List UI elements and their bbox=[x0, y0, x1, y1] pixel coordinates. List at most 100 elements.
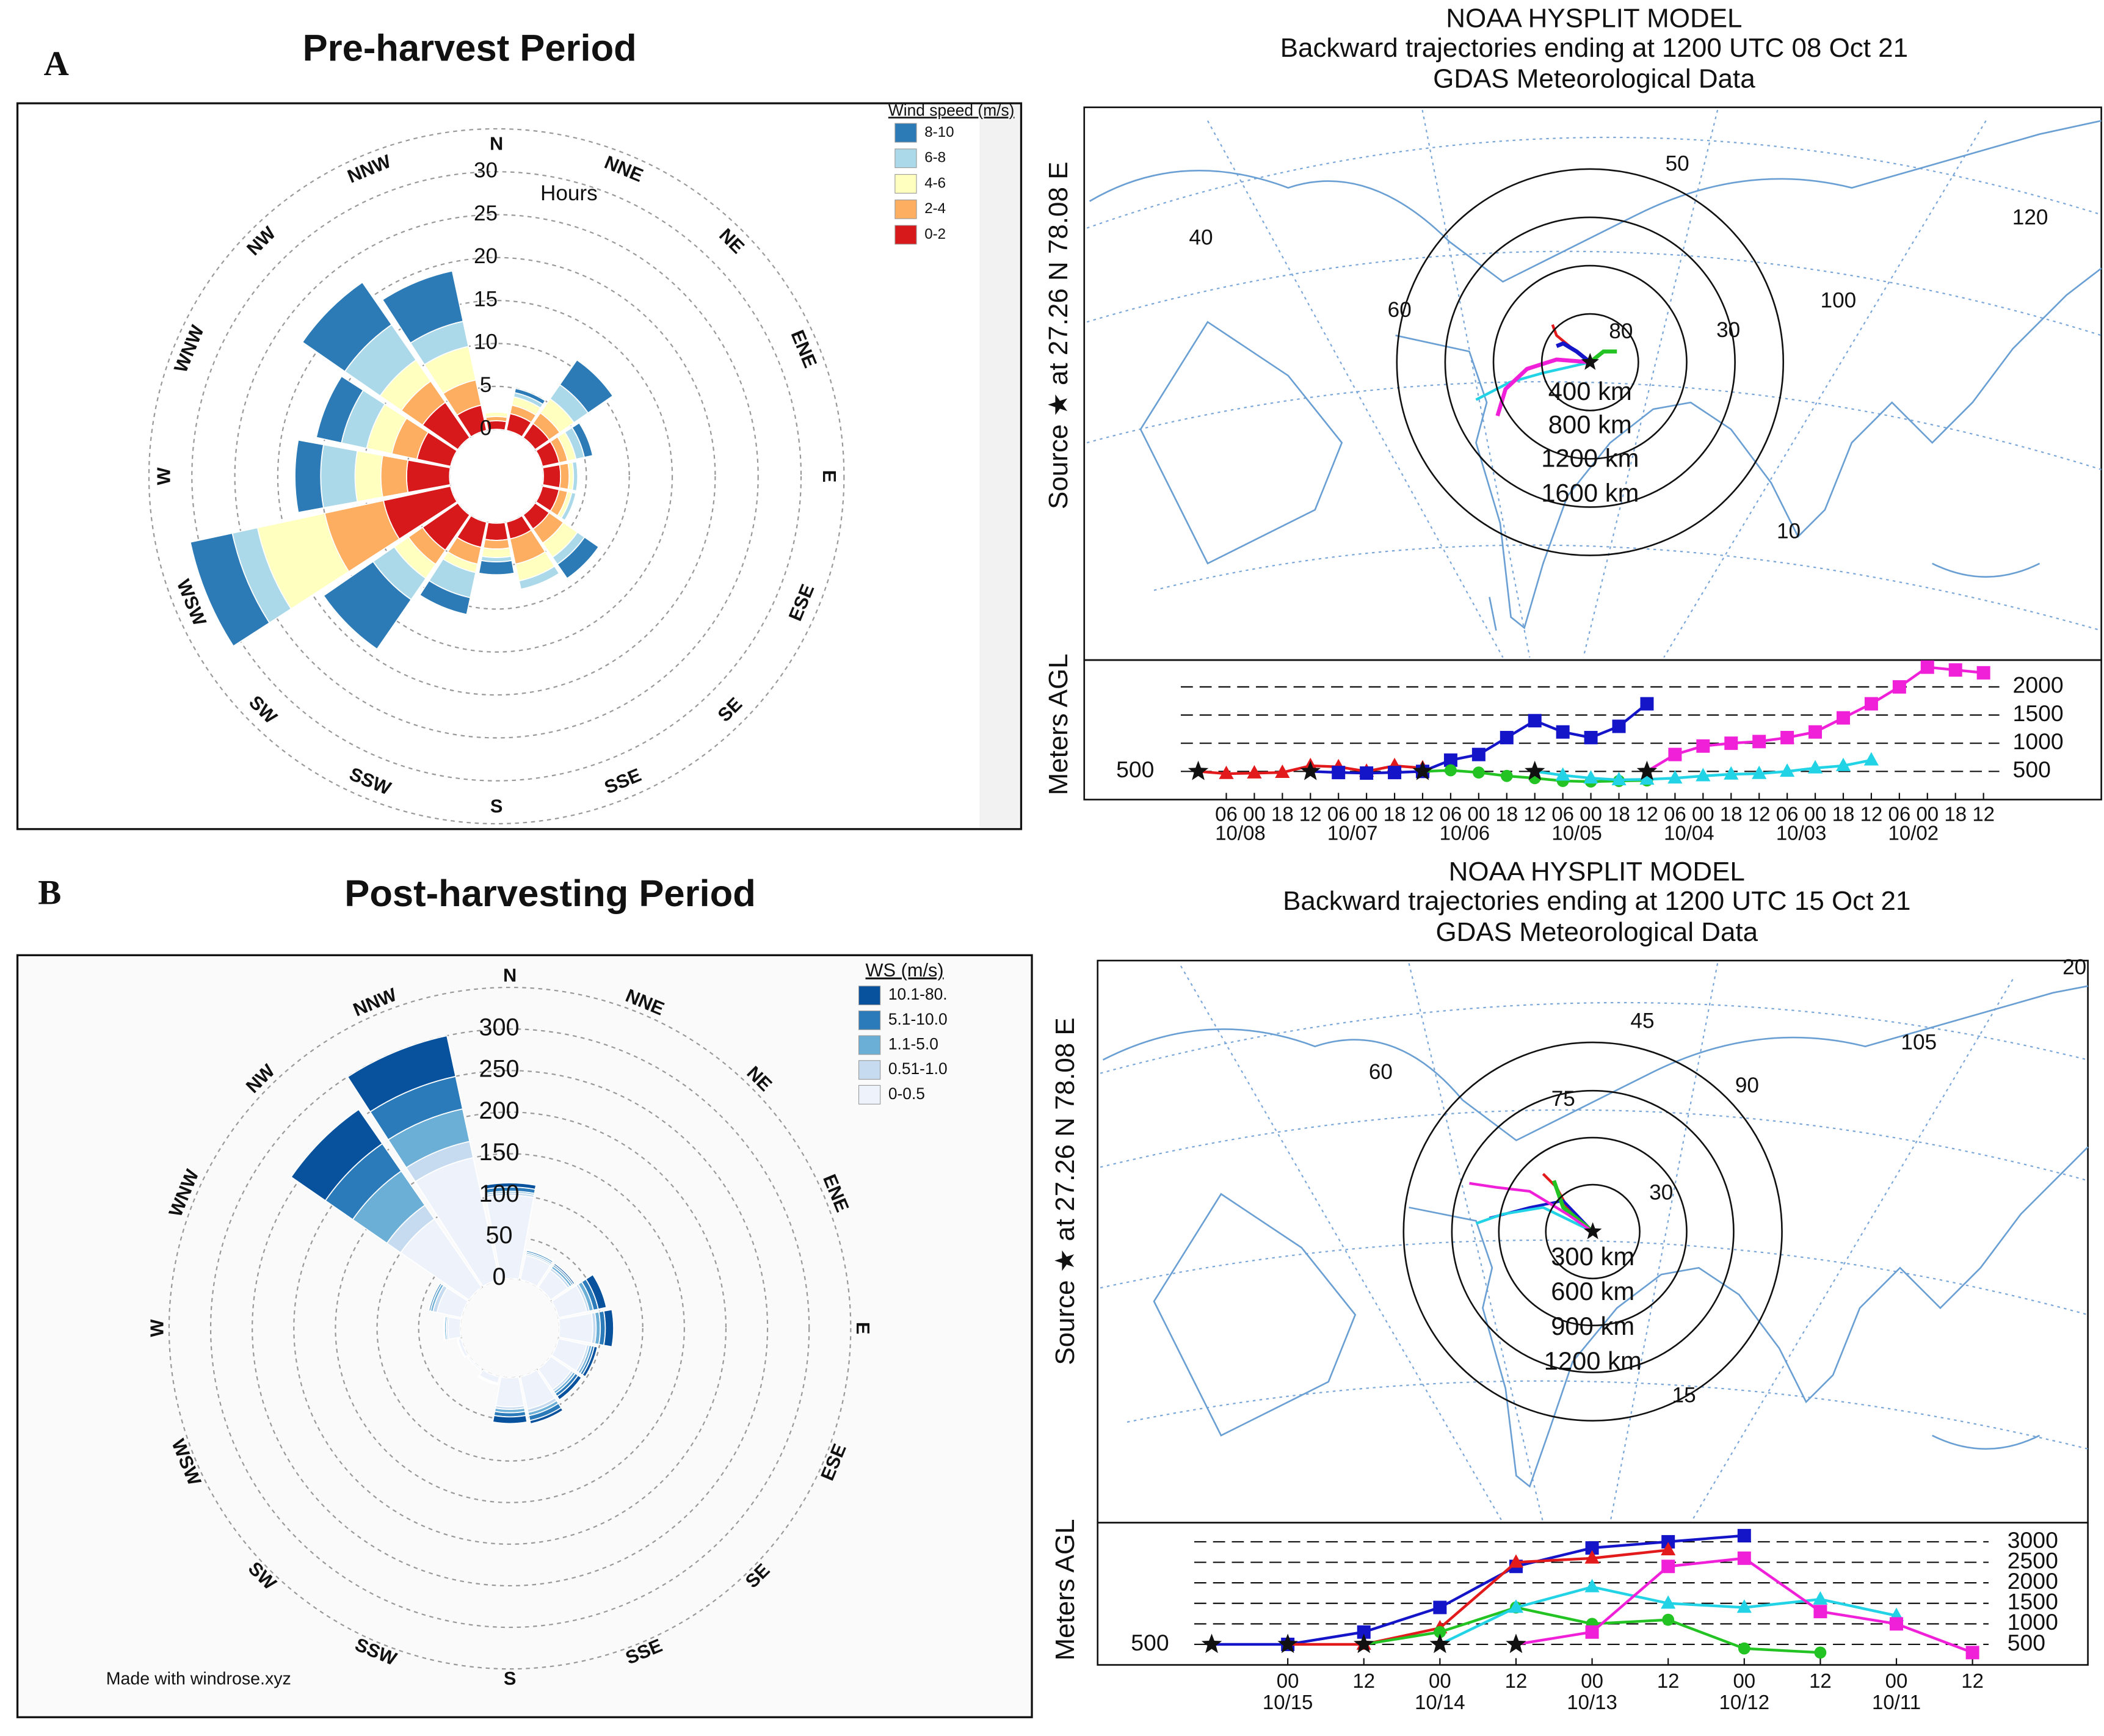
x-tick-label: 12 bbox=[1860, 803, 1883, 826]
grid-label: 30 bbox=[1716, 318, 1740, 342]
wedge bbox=[482, 539, 510, 550]
grid-ring bbox=[277, 256, 716, 696]
chart-title: Pre-harvest Period bbox=[303, 27, 637, 70]
grid-ring bbox=[234, 214, 759, 739]
direction-label: W bbox=[146, 1320, 167, 1337]
wedge bbox=[529, 1406, 564, 1425]
x-tick-label: 12 bbox=[1657, 1669, 1680, 1692]
legend-swatch bbox=[894, 225, 917, 245]
distance-ring bbox=[1492, 264, 1688, 460]
trajectory bbox=[1495, 357, 1591, 417]
point bbox=[1661, 1595, 1676, 1609]
point bbox=[1948, 663, 1962, 677]
x-tick-label: 12 bbox=[1961, 1669, 1984, 1692]
r-axis-label: Hours bbox=[540, 181, 598, 205]
y-tick-label: 1000 bbox=[2013, 728, 2064, 754]
grid-ring bbox=[363, 343, 630, 610]
start-star bbox=[1201, 1633, 1222, 1654]
x-tick-label: 00 bbox=[1916, 803, 1939, 826]
r-tick-label: 25 bbox=[474, 202, 498, 225]
frame-shade bbox=[979, 104, 1020, 828]
point bbox=[1661, 1534, 1675, 1549]
x-tick-label: 12 bbox=[1972, 803, 1995, 826]
legend-swatch bbox=[858, 986, 881, 1006]
map-title: Backward trajectories ending at 1200 UTC… bbox=[1280, 33, 1908, 63]
wedge bbox=[571, 422, 593, 459]
map-title: GDAS Meteorological Data bbox=[1433, 64, 1755, 93]
grid-label: 15 bbox=[1672, 1383, 1696, 1407]
point bbox=[1584, 1578, 1600, 1593]
y-tick-label: 2500 bbox=[2008, 1547, 2058, 1573]
windrose-frame bbox=[16, 954, 1033, 1718]
distance-ring bbox=[1545, 1183, 1641, 1280]
point bbox=[1434, 1625, 1446, 1638]
point bbox=[1584, 730, 1598, 744]
trajectory bbox=[1475, 1206, 1594, 1233]
x-tick-label: 18 bbox=[1944, 803, 1967, 826]
x-tick-label: 00 bbox=[1243, 803, 1266, 826]
ring-label: 900 km bbox=[1551, 1312, 1634, 1340]
wedge bbox=[315, 375, 365, 444]
legend-label: 10.1-80. bbox=[888, 985, 948, 1003]
point bbox=[1736, 1599, 1752, 1613]
point bbox=[1667, 770, 1683, 784]
point bbox=[1443, 753, 1457, 767]
point bbox=[1738, 1642, 1750, 1655]
point bbox=[1890, 1617, 1904, 1631]
wedge bbox=[556, 1375, 582, 1401]
x-tick-label: 06 bbox=[1551, 803, 1574, 826]
point bbox=[1388, 766, 1402, 780]
y-tick-label: 1500 bbox=[2008, 1589, 2058, 1614]
legend-swatch bbox=[858, 1035, 881, 1055]
profile-frame bbox=[1083, 659, 2102, 801]
wedge bbox=[484, 521, 509, 541]
grid-ring bbox=[252, 1070, 769, 1587]
legend-swatch bbox=[894, 199, 917, 219]
legend-swatch bbox=[858, 1084, 881, 1105]
x-tick-label: 18 bbox=[1495, 803, 1518, 826]
grid-ring bbox=[320, 300, 673, 653]
direction-label: E bbox=[819, 470, 840, 483]
point bbox=[1357, 1625, 1371, 1639]
wedge bbox=[481, 547, 512, 558]
point bbox=[1275, 764, 1290, 778]
y-tick-label: 1500 bbox=[2013, 700, 2064, 726]
direction-label: S bbox=[504, 1668, 517, 1689]
direction-label: S bbox=[490, 796, 503, 817]
trajectory-height bbox=[1288, 1549, 1669, 1646]
wedge bbox=[526, 1249, 554, 1262]
y-tick-label: 1000 bbox=[2008, 1609, 2058, 1635]
grid-label: 10 bbox=[1777, 520, 1801, 543]
date-label: 10/04 bbox=[1664, 821, 1714, 844]
direction-label: N bbox=[503, 965, 517, 986]
x-tick-label: 00 bbox=[1581, 1669, 1603, 1692]
source-label: Source ★ at 27.26 N 78.08 E bbox=[1043, 162, 1073, 509]
point bbox=[1892, 680, 1906, 694]
point bbox=[1696, 739, 1710, 753]
wedge bbox=[520, 573, 560, 590]
point bbox=[1724, 766, 1739, 780]
ring-label: 800 km bbox=[1548, 410, 1632, 439]
point bbox=[1976, 666, 1990, 680]
wedge bbox=[492, 1415, 528, 1425]
start-star bbox=[1525, 760, 1545, 780]
wedge bbox=[495, 1376, 525, 1407]
wedge bbox=[428, 1282, 441, 1311]
wedge bbox=[556, 536, 600, 579]
wedge bbox=[320, 444, 358, 509]
point bbox=[1640, 697, 1654, 711]
legend-label: 1.1-5.0 bbox=[888, 1034, 938, 1053]
map-title: GDAS Meteorological Data bbox=[1435, 917, 1758, 947]
x-tick-label: 12 bbox=[1748, 803, 1771, 826]
wedge bbox=[559, 462, 570, 490]
start-height-label: 500 bbox=[1131, 1630, 1169, 1655]
legend-swatch bbox=[894, 174, 917, 194]
x-tick-label: 00 bbox=[1355, 803, 1378, 826]
direction-label: N bbox=[490, 133, 503, 154]
point bbox=[1508, 1599, 1524, 1613]
point bbox=[1508, 1554, 1524, 1568]
grid-label: 60 bbox=[1369, 1060, 1393, 1084]
point bbox=[1219, 765, 1234, 779]
point bbox=[1585, 1541, 1599, 1555]
coastline bbox=[1102, 985, 2089, 1488]
